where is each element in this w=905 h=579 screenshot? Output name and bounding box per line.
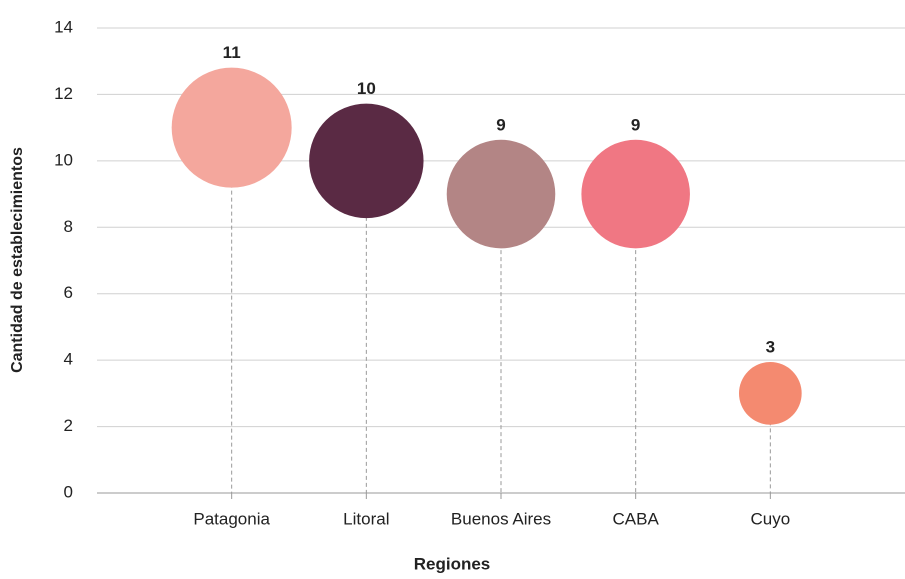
bubble <box>446 139 556 249</box>
x-axis-label: Regiones <box>414 554 491 573</box>
bubble <box>581 139 690 249</box>
bubble <box>171 67 292 188</box>
y-tick-label: 10 <box>54 150 73 169</box>
x-tick-label: Buenos Aires <box>451 509 551 528</box>
bubble <box>738 362 802 425</box>
data-label: 9 <box>631 115 640 134</box>
x-tick-label: CABA <box>613 509 660 528</box>
y-tick-label: 14 <box>54 17 73 36</box>
data-label: 9 <box>496 115 505 134</box>
data-label: 10 <box>357 79 376 98</box>
x-tick-label: Litoral <box>343 509 389 528</box>
x-tick-label: Patagonia <box>193 509 270 528</box>
data-label: 3 <box>766 338 775 357</box>
y-tick-label: 12 <box>54 84 73 103</box>
x-tick-label: Cuyo <box>750 509 790 528</box>
data-label: 11 <box>223 43 241 62</box>
y-tick-label: 8 <box>64 217 73 236</box>
y-tick-label: 2 <box>64 416 73 435</box>
y-tick-label: 4 <box>64 350 73 369</box>
bubble <box>309 103 424 219</box>
y-tick-label: 0 <box>64 482 73 501</box>
y-tick-label: 6 <box>64 283 73 302</box>
y-axis-label: Cantidad de establecimientos <box>9 147 26 373</box>
